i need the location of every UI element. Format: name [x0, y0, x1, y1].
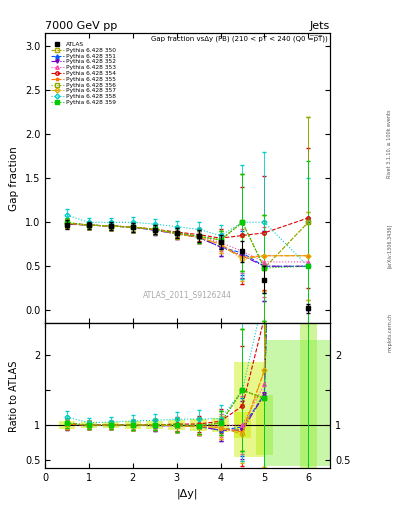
Bar — [103, 422, 119, 428]
Text: Rivet 3.1.10, ≥ 100k events: Rivet 3.1.10, ≥ 100k events — [387, 109, 392, 178]
Bar — [147, 421, 163, 429]
Bar — [168, 420, 185, 430]
Bar — [234, 413, 251, 438]
Bar — [125, 421, 141, 429]
Bar — [190, 419, 207, 431]
Legend: ATLAS, Pythia 6.428 350, Pythia 6.428 351, Pythia 6.428 352, Pythia 6.428 353, P: ATLAS, Pythia 6.428 350, Pythia 6.428 35… — [51, 42, 116, 105]
Bar — [264, 339, 330, 466]
Text: Jets: Jets — [310, 20, 330, 31]
Bar — [300, 266, 316, 512]
Bar — [81, 422, 97, 428]
Bar — [59, 421, 75, 429]
Text: mcplots.cern.ch: mcplots.cern.ch — [387, 313, 392, 352]
Y-axis label: Gap fraction: Gap fraction — [9, 146, 19, 211]
Text: 7000 GeV pp: 7000 GeV pp — [45, 20, 118, 31]
Bar — [234, 362, 264, 457]
Text: ATLAS_2011_S9126244: ATLAS_2011_S9126244 — [143, 290, 232, 299]
Text: [arXiv:1306.3436]: [arXiv:1306.3436] — [387, 224, 392, 268]
X-axis label: |Δy|: |Δy| — [177, 489, 198, 499]
Bar — [256, 395, 273, 455]
Bar — [212, 418, 229, 432]
Y-axis label: Ratio to ATLAS: Ratio to ATLAS — [9, 360, 19, 432]
Text: Gap fraction vsΔy (FB) (210 < pT < 240 (Q0 =̅p̅̅T̅)): Gap fraction vsΔy (FB) (210 < pT < 240 (… — [151, 36, 327, 44]
